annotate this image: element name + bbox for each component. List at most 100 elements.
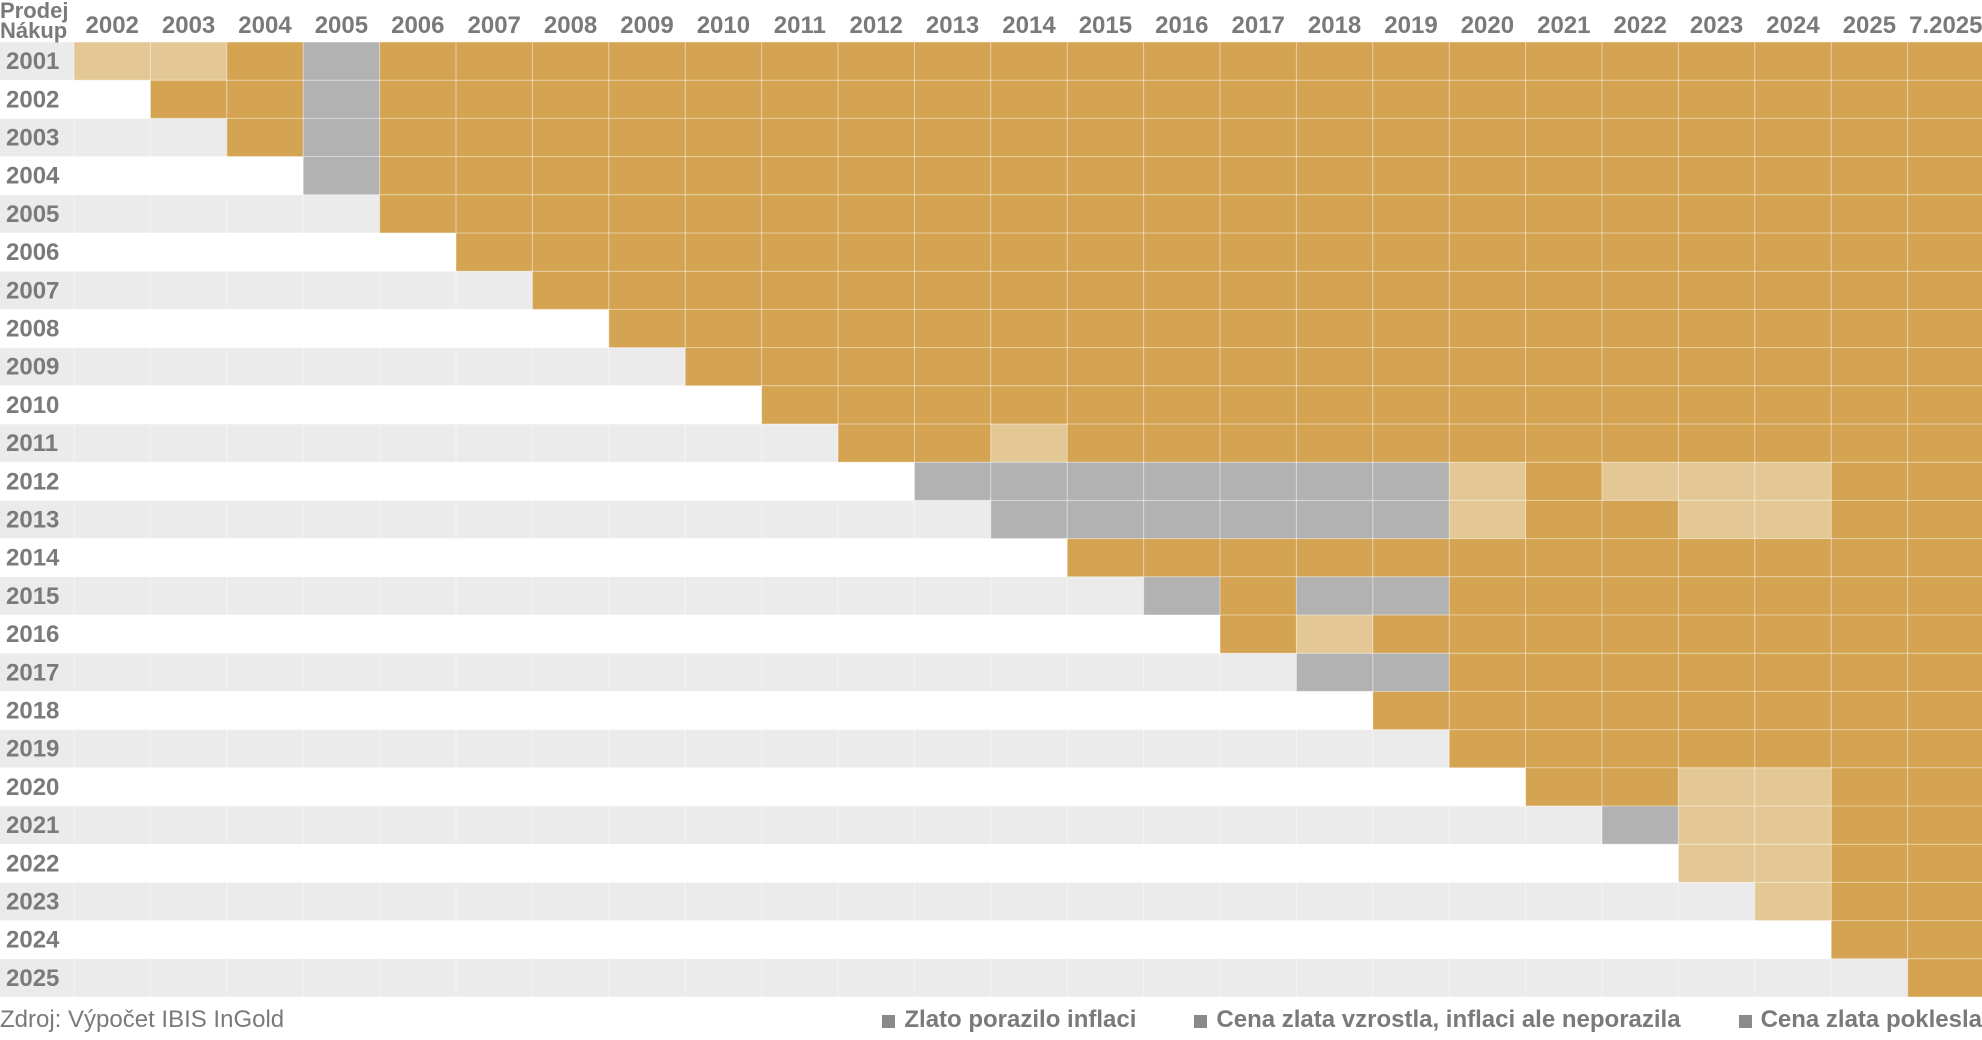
heatmap-cell [1372, 80, 1450, 119]
row-tick-label: 2010 [6, 392, 59, 419]
column-tick-label: 2022 [1614, 12, 1667, 39]
heatmap-cell [532, 118, 609, 157]
heatmap-cell [1449, 385, 1526, 424]
heatmap-cell [914, 309, 991, 348]
row-tick-label: 2013 [6, 507, 59, 534]
heatmap-cell [1525, 653, 1602, 692]
heatmap-cell [1831, 844, 1908, 883]
heatmap-cell [1296, 271, 1373, 310]
heatmap-cell [1602, 156, 1679, 195]
heatmap-cell [761, 309, 838, 348]
heatmap-cell [1907, 767, 1982, 806]
heatmap-cell [1602, 309, 1679, 348]
heatmap-cell [1372, 462, 1450, 501]
heatmap-cell [1907, 385, 1982, 424]
heatmap-cell [1220, 118, 1297, 157]
row-tick-label: 2015 [6, 583, 59, 610]
heatmap-cell [1525, 462, 1602, 501]
heatmap-cell [838, 118, 915, 157]
heatmap-cell [1449, 500, 1526, 539]
heatmap-cell [914, 80, 991, 119]
heatmap-cell [1907, 462, 1982, 501]
heatmap-cell [990, 424, 1068, 463]
heatmap-cell [1525, 233, 1602, 272]
heatmap-cell [914, 385, 991, 424]
source-note: Zdroj: Výpočet IBIS InGold [0, 1006, 285, 1033]
heatmap-cell [1372, 233, 1450, 272]
heatmap-cell [1220, 576, 1297, 615]
row-tick-label: 2016 [6, 621, 59, 648]
heatmap-cell [608, 156, 686, 195]
legend-square-icon [1738, 1014, 1752, 1028]
heatmap-cell [1220, 500, 1297, 539]
heatmap-cell [1449, 233, 1526, 272]
heatmap-cell [608, 80, 686, 119]
heatmap-cell [1754, 156, 1832, 195]
heatmap-cell [1602, 767, 1679, 806]
heatmap-cell [1754, 80, 1832, 119]
heatmap-cell [1831, 385, 1908, 424]
row-tick-label: 2024 [6, 927, 60, 954]
heatmap-cell [1831, 653, 1908, 692]
heatmap-cell [1678, 844, 1755, 883]
heatmap-cell [990, 233, 1068, 272]
heatmap-cell [1296, 385, 1373, 424]
heatmap-cell [1067, 194, 1144, 233]
heatmap-cell [1449, 309, 1526, 348]
heatmap-cell [990, 385, 1068, 424]
heatmap-cell [1449, 194, 1526, 233]
heatmap-cell [1067, 156, 1144, 195]
heatmap-cell [838, 271, 915, 310]
heatmap-cell [1831, 729, 1908, 768]
heatmap-cell [379, 118, 456, 157]
heatmap-cell [685, 309, 762, 348]
heatmap-cell [1831, 309, 1908, 348]
heatmap-cell [1143, 156, 1220, 195]
legend-square-icon [1194, 1014, 1208, 1028]
column-tick-label: 2020 [1461, 12, 1514, 39]
heatmap-cell [1449, 156, 1526, 195]
heatmap-cell [1372, 271, 1450, 310]
heatmap-cell [456, 233, 533, 272]
heatmap-cell [1754, 462, 1832, 501]
heatmap-cell [1449, 691, 1526, 730]
heatmap-cell [1525, 615, 1602, 654]
row-tick-label: 2025 [6, 965, 59, 992]
heatmap-cell [990, 156, 1068, 195]
heatmap-cell [1678, 385, 1755, 424]
heatmap-cell [1449, 424, 1526, 463]
heatmap-cell [1831, 615, 1908, 654]
column-tick-label: 2016 [1155, 12, 1208, 39]
heatmap-cell [1220, 424, 1297, 463]
heatmap-cell [456, 118, 533, 157]
heatmap-cell [1372, 118, 1450, 157]
heatmap-cell [1831, 42, 1908, 81]
heatmap-cell [532, 233, 609, 272]
heatmap-cell [838, 309, 915, 348]
heatmap-cell [1525, 271, 1602, 310]
heatmap-cell [1220, 194, 1297, 233]
heatmap-cell [1220, 385, 1297, 424]
heatmap-cell [608, 309, 686, 348]
legend-item-rose-below-inflation: Cena zlata vzrostla, inflaci ale neporaz… [1194, 1006, 1681, 1034]
column-tick-label: 2010 [697, 12, 750, 39]
heatmap-cell [1296, 462, 1373, 501]
row-tick-label: 2012 [6, 468, 59, 495]
heatmap-cell [1372, 347, 1450, 386]
heatmap-cell [1907, 500, 1982, 539]
heatmap-cell [1449, 462, 1526, 501]
heatmap-cell [685, 80, 762, 119]
heatmap-cell [1525, 767, 1602, 806]
heatmap-cell [1602, 615, 1679, 654]
heatmap-cell [1831, 806, 1908, 845]
heatmap-cell [1067, 42, 1144, 81]
heatmap-cell [1296, 118, 1373, 157]
column-tick-label: 2007 [468, 12, 521, 39]
heatmap-cell [1602, 42, 1679, 81]
heatmap-cell [1754, 882, 1832, 921]
heatmap-cell [1754, 347, 1832, 386]
heatmap-cell [1831, 691, 1908, 730]
heatmap-cell [1678, 118, 1755, 157]
row-tick-label: 2022 [6, 850, 59, 877]
heatmap-cell [990, 42, 1068, 81]
